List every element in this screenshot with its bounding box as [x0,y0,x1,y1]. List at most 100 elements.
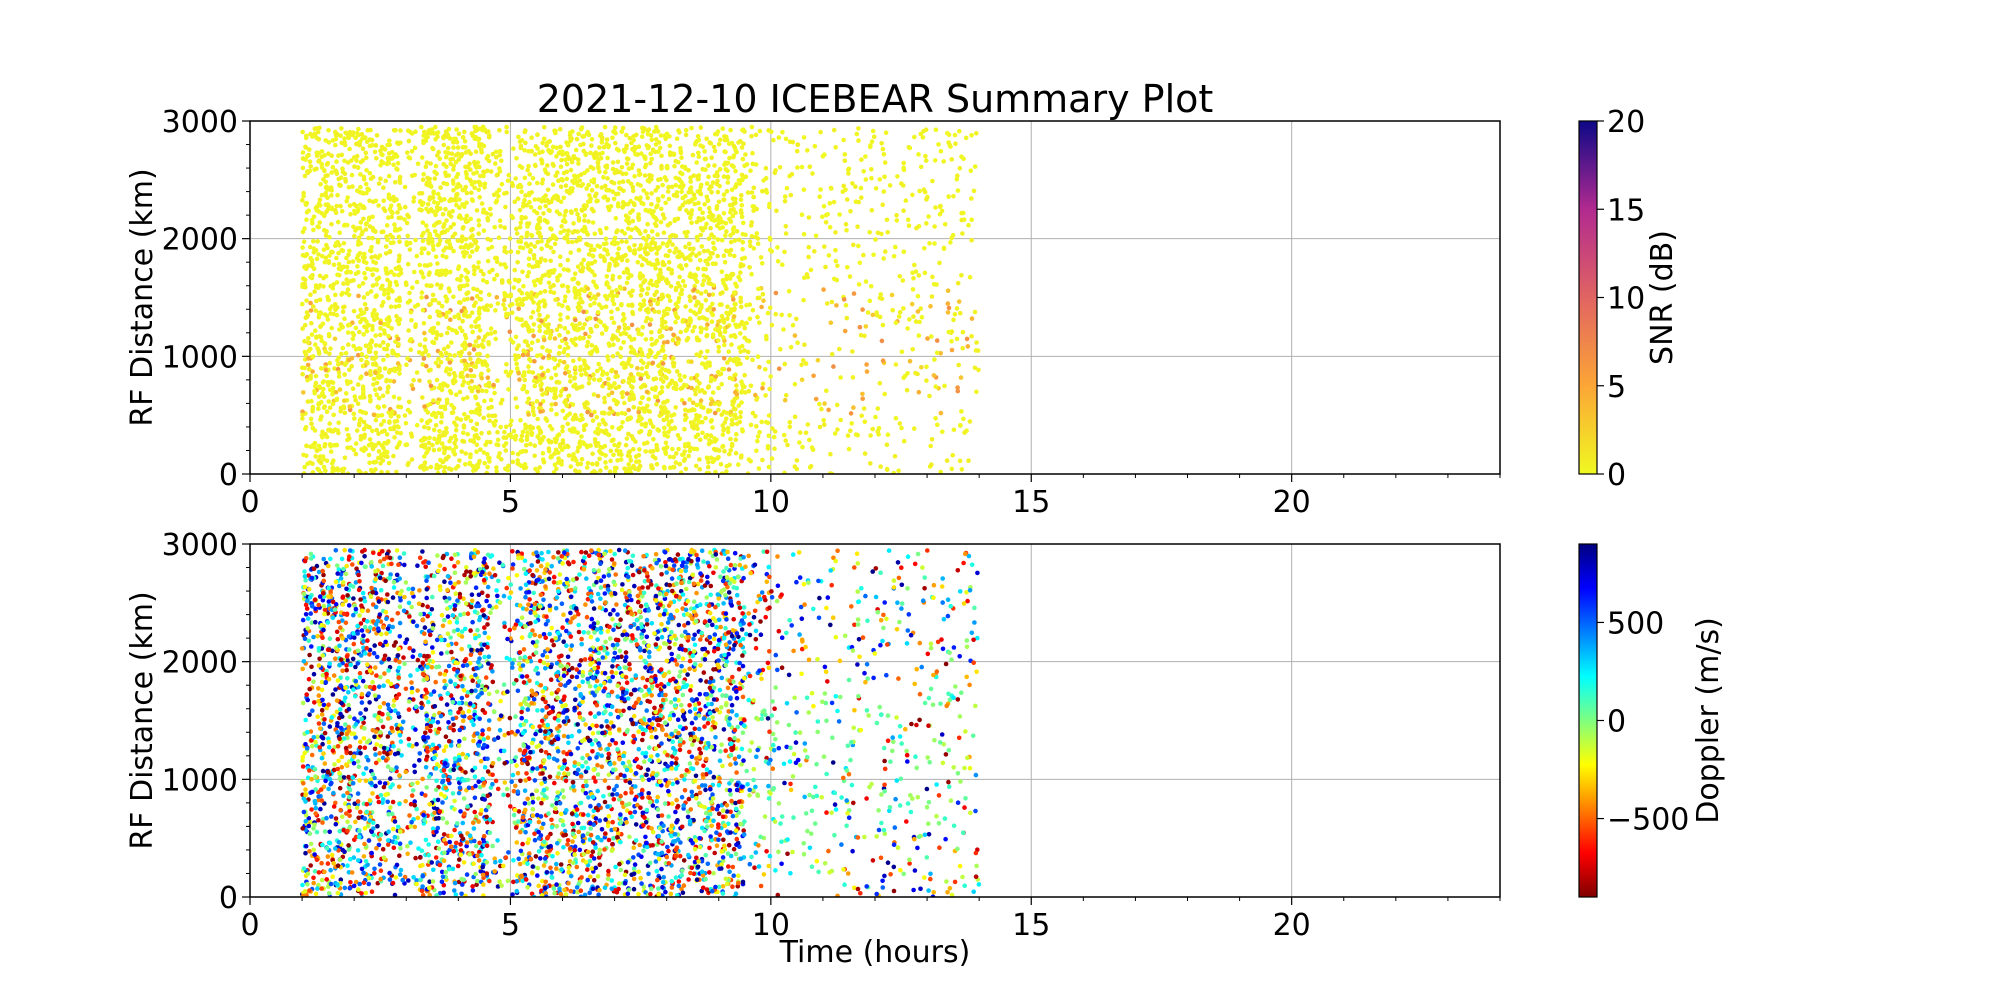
snr-data-point [732,396,738,402]
snr-data-point [554,327,560,333]
snr-data-point [419,202,425,208]
snr-data-point [367,425,372,430]
snr-data-point [313,454,319,459]
snr-data-point [465,432,471,437]
snr-data-point [382,288,387,293]
snr-data-point [302,226,307,231]
snr-data-point [950,453,955,458]
snr-data-point [347,203,353,208]
snr-data-point [366,187,372,192]
snr-data-point [822,401,827,406]
snr-data-point [682,283,688,289]
snr-data-point [782,470,787,474]
snr-data-point [974,340,979,345]
snr-data-point [693,303,699,308]
snr-data-point [305,377,310,383]
snr-data-point [459,239,465,244]
snr-data-point [363,227,369,232]
snr-data-point [325,160,331,166]
snr-data-point [539,181,545,186]
snr-data-point [587,376,592,381]
snr-data-point [356,293,361,299]
snr-data-point [659,163,664,169]
snr-data-point [875,429,880,434]
snr-data-point [630,347,636,353]
snr-data-point [508,432,513,437]
snr-data-point [499,181,505,187]
snr-data-point [541,211,546,216]
snr-data-point [391,128,397,133]
snr-data-point [393,304,398,310]
snr-data-point [319,253,325,259]
snr-data-point [720,126,725,131]
snr-data-point [887,183,893,188]
snr-data-point [949,466,955,472]
snr-data-point [363,343,369,349]
snr-data-point [718,462,724,467]
snr-data-point [525,400,530,405]
snr-data-point [821,204,827,209]
snr-data-point [405,128,411,133]
snr-data-point [598,253,603,258]
snr-data-point [391,394,397,400]
snr-data-point [478,447,483,452]
snr-data-point [490,267,495,273]
snr-data-point [646,209,652,214]
snr-data-point [669,426,674,432]
snr-data-point [341,398,347,404]
snr-data-point [690,424,695,430]
snr-data-point [551,249,556,255]
snr-data-point [945,310,951,315]
snr-data-point [361,389,366,395]
snr-data-point [565,232,570,238]
snr-data-point [318,454,323,459]
snr-data-point [679,291,684,297]
snr-data-point [707,408,713,414]
snr-data-point [467,177,473,183]
snr-data-point [504,362,509,367]
snr-data-point [707,363,712,368]
snr-data-point [525,167,530,173]
snr-data-point [642,173,648,178]
snr-data-point [419,250,424,256]
snr-data-point [615,251,620,257]
snr-data-point [447,210,452,215]
snr-data-point [760,291,766,297]
snr-data-point [445,227,450,233]
snr-data-point [662,465,667,471]
snr-data-point [955,388,961,394]
snr-data-point [448,367,453,372]
snr-data-point [748,383,754,389]
snr-data-point [358,319,363,325]
snr-data-point [364,190,369,196]
snr-data-point [641,201,646,207]
snr-data-point [320,390,325,396]
snr-data-point [300,150,306,155]
snr-data-point [625,226,631,231]
snr-data-point [615,201,621,206]
snr-data-point [344,290,350,296]
snr-data-point [831,199,837,205]
snr-data-point [630,385,635,390]
snr-data-point [921,187,927,192]
snr-data-point [658,133,664,138]
snr-data-point [339,152,345,158]
snr-data-point [739,145,745,150]
snr-data-point [629,363,634,369]
snr-data-point [443,245,449,251]
snr-data-point [397,440,403,445]
snr-data-point [425,420,430,426]
snr-data-point [644,244,649,250]
snr-data-point [894,213,899,218]
snr-data-point [654,283,660,289]
snr-data-point [591,372,596,378]
snr-data-point [837,346,842,352]
snr-data-point [589,269,595,275]
snr-data-point [759,261,765,266]
snr-data-point [637,197,642,202]
snr-data-point [669,418,674,424]
snr-data-point [406,399,412,405]
snr-data-point [705,322,710,327]
snr-data-point [565,257,571,263]
snr-data-point [777,165,783,170]
